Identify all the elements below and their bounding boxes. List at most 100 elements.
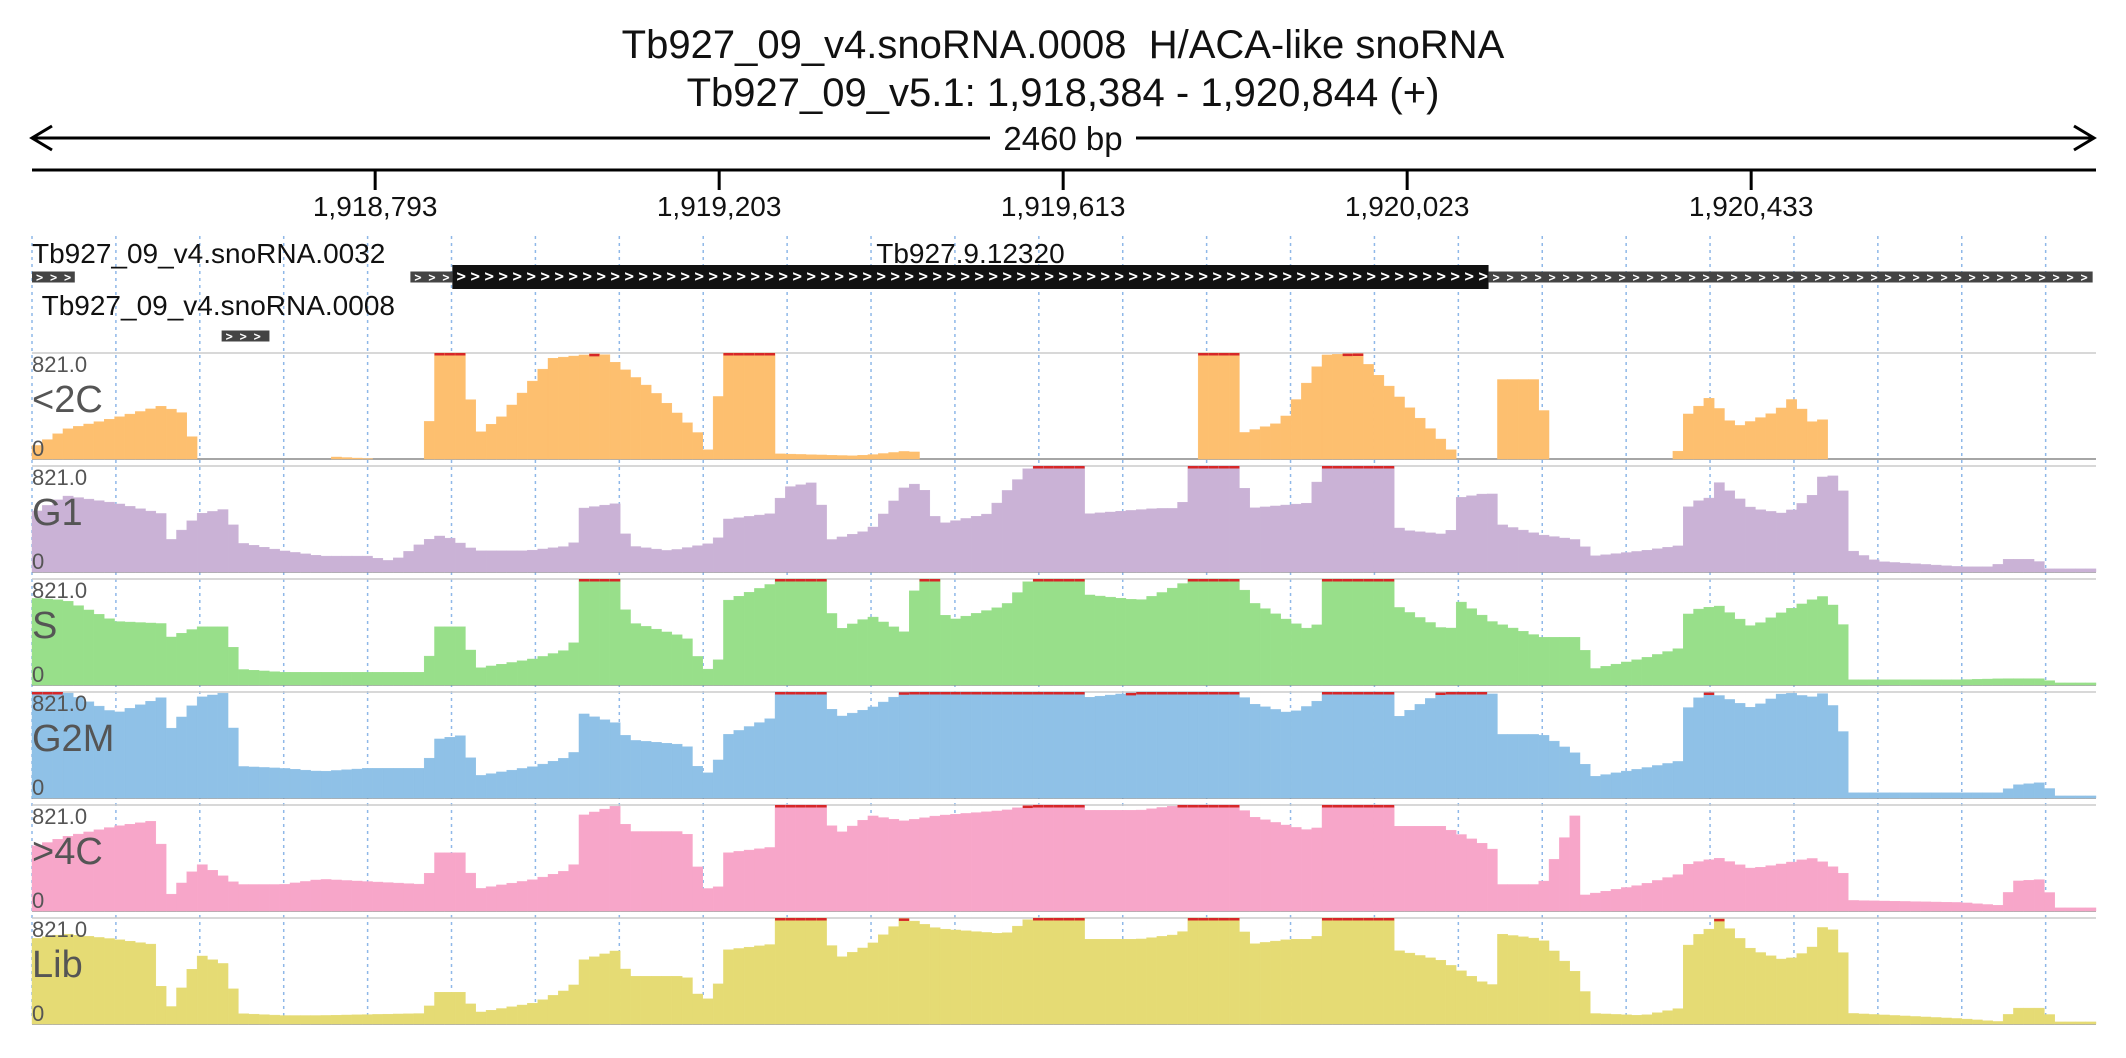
coverage-bar: [393, 882, 404, 912]
coverage-bar: [1920, 901, 1932, 912]
coverage-bar: [527, 1003, 538, 1025]
coverage-bar: [1517, 884, 1529, 912]
coverage-bar: [1796, 503, 1808, 573]
gene-body[interactable]: [1488, 271, 2093, 283]
coverage-bar: [1548, 950, 1560, 1025]
coverage-bar: [578, 578, 590, 686]
coverage-bar: [1765, 865, 1777, 912]
gene-body[interactable]: [32, 271, 75, 283]
coverage-bar: [1466, 691, 1477, 799]
coverage-bar: [795, 691, 807, 799]
coverage-bar: [671, 549, 683, 573]
gene-body[interactable]: [452, 265, 1489, 289]
coverage-bar: [692, 432, 703, 460]
coverage-bar: [1394, 716, 1405, 799]
coverage-bar: [1693, 500, 1705, 573]
coverage-bar: [434, 352, 446, 460]
coverage-bar: [1868, 1014, 1880, 1025]
coverage-bar: [558, 546, 569, 573]
clip-marker: [1476, 692, 1488, 695]
coverage-bar: [413, 672, 425, 686]
coverage-bar: [341, 769, 353, 799]
coverage-bar: [83, 423, 95, 460]
coverage-bar: [269, 671, 280, 686]
coverage-bar: [558, 356, 569, 460]
coverage-bar: [423, 757, 435, 799]
gene-body[interactable]: [410, 271, 453, 283]
clip-marker: [1456, 692, 1467, 695]
coverage-bar: [671, 831, 683, 912]
coverage-bar: [568, 864, 580, 912]
coverage-bar: [805, 691, 817, 799]
coverage-bar: [1146, 691, 1158, 799]
coverage-bar: [465, 757, 476, 799]
coverage-bar: [826, 613, 838, 686]
coverage-bar: [1775, 612, 1787, 686]
coverage-bar: [547, 995, 559, 1025]
coverage-bar: [1672, 648, 1684, 686]
coverage-tracks: 821.00<2C821.00G1821.00S821.00G2M821.00>…: [31, 352, 2097, 1026]
coverage-bar: [114, 825, 126, 912]
coverage-bar: [1259, 706, 1271, 799]
coverage-bar: [186, 629, 198, 686]
coverage-bar: [217, 509, 229, 573]
coverage-bar: [1961, 902, 1973, 912]
gene-feature[interactable]: > > > Tb927_09_v4.snoRNA.0008: [42, 290, 395, 344]
strand-chevron-icon: >: [254, 330, 261, 344]
coverage-bar: [2075, 682, 2086, 686]
coverage-bar: [506, 769, 518, 799]
coverage-bar: [702, 888, 714, 912]
coverage-bar: [805, 917, 817, 1025]
coverage-bar: [692, 545, 703, 573]
coverage-bar: [1744, 625, 1756, 686]
coverage-bar: [454, 852, 466, 912]
coverage-bar: [1703, 497, 1715, 573]
coverage-bar: [733, 517, 745, 573]
coverage-bar: [671, 976, 683, 1025]
coverage-bar: [1466, 495, 1477, 573]
coverage-bar: [836, 455, 848, 460]
track-max-label: 821.0: [32, 465, 87, 490]
clip-marker: [1383, 692, 1395, 695]
strand-chevron-icon: >: [974, 267, 984, 286]
coverage-bar: [269, 1014, 280, 1025]
clip-marker: [1208, 918, 1219, 921]
gene-feature[interactable]: > > > > > > > > > > > > > > > > > > > > > > > > > > > > > > > > > > > > > > > >…: [452, 238, 1489, 289]
gene-feature[interactable]: > > > > > > > > > > > > > > > > > > > > > > > > > > > > > > > > > > > > > > > >…: [1488, 271, 2093, 285]
strand-chevron-icon: >: [764, 267, 774, 286]
strand-chevron-icon: >: [1030, 267, 1040, 286]
coverage-bar: [145, 408, 157, 460]
coverage-bar: [1837, 952, 1849, 1025]
strand-chevron-icon: >: [414, 271, 421, 285]
track-max-label: 821.0: [32, 691, 87, 716]
coverage-bar: [1662, 877, 1674, 912]
gene-body[interactable]: [221, 330, 270, 342]
coverage-bar: [1868, 900, 1880, 912]
coverage-bar: [1858, 792, 1870, 799]
clip-marker: [1043, 466, 1054, 469]
span-label: 2460 bp: [1003, 120, 1122, 157]
strand-chevron-icon: >: [1801, 271, 1808, 285]
coverage-bar: [454, 992, 466, 1025]
coverage-bar: [1332, 578, 1343, 686]
coverage-bar: [1280, 711, 1292, 799]
coverage-bar: [1662, 1010, 1674, 1025]
coverage-bar: [1218, 691, 1230, 799]
strand-chevron-icon: >: [1282, 267, 1292, 286]
strand-chevron-icon: >: [1254, 267, 1264, 286]
clip-marker: [1146, 692, 1157, 695]
coverage-bar: [2044, 1014, 2055, 1025]
coverage-bar: [465, 649, 476, 686]
gene-feature[interactable]: > > > Tb927_09_v4.snoRNA.0032: [32, 238, 385, 285]
coverage-bar: [1641, 767, 1653, 799]
coverage-bar: [1301, 706, 1312, 799]
coverage-bar: [2023, 880, 2035, 912]
gene-feature[interactable]: > > >: [410, 271, 453, 285]
coverage-bar: [1982, 1020, 1993, 1025]
coverage-bar: [351, 457, 363, 460]
clip-marker: [1342, 353, 1353, 357]
clip-marker: [1373, 692, 1384, 695]
coverage-bar: [785, 578, 796, 686]
coverage-bar: [1363, 804, 1374, 912]
clip-marker: [1064, 466, 1075, 469]
